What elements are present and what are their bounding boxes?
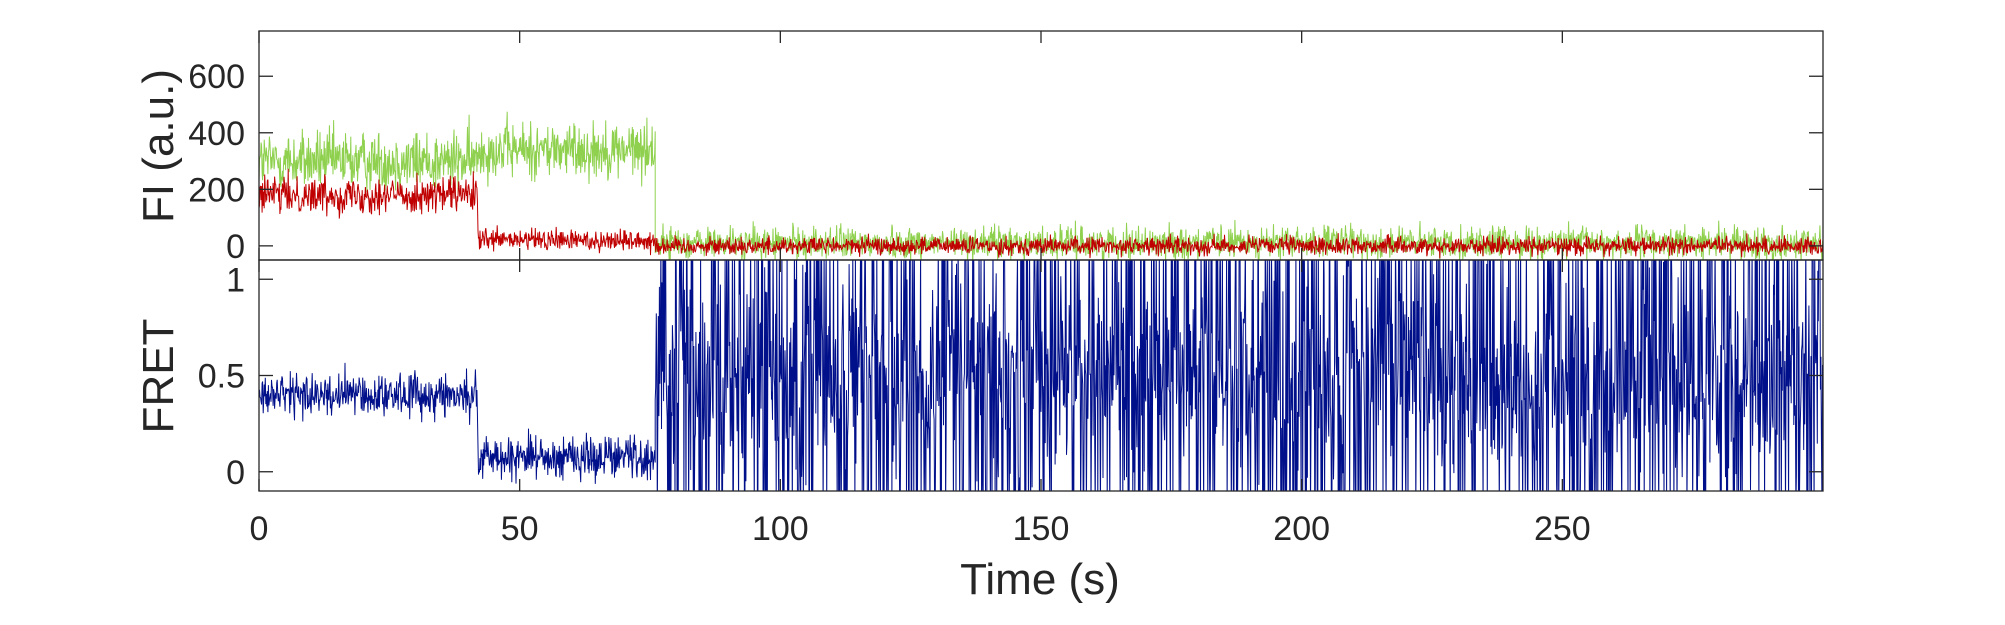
fluorescence-x-ticks — [258, 31, 1563, 260]
fluorescence-y-axis-title: FI (a.u.) — [134, 69, 183, 223]
fluorescence-y-ticks: 0 200 400 600 — [188, 58, 1823, 266]
x-tick-label: 250 — [1534, 510, 1591, 548]
y-tick-label: 1 — [226, 261, 245, 299]
y-tick-label: 200 — [188, 171, 245, 209]
acceptor-intensity-trace — [259, 168, 1823, 259]
fret-efficiency-trace — [259, 260, 1823, 491]
time-x-axis-title: Time (s) — [960, 555, 1120, 604]
y-tick-label: 0 — [226, 228, 245, 266]
x-tick-label: 0 — [250, 510, 269, 548]
fret-y-axis-title: FRET — [134, 319, 183, 434]
y-tick-label: 400 — [188, 115, 245, 153]
fluorescence-panel: 0 200 400 600 FI (a.u.) — [134, 30, 1824, 266]
x-tick-label: 100 — [752, 510, 809, 548]
x-tick-label: 50 — [501, 510, 539, 548]
fret-x-ticks: 0 50 100 150 200 250 — [250, 260, 1591, 548]
y-tick-label: 0.5 — [198, 358, 245, 396]
x-tick-label: 150 — [1013, 510, 1070, 548]
fret-panel: 00.51 0 50 100 150 200 250 FRET Time (s) — [134, 259, 1824, 604]
y-tick-label: 0 — [226, 454, 245, 492]
fret-y-ticks: 00.51 — [198, 261, 1823, 492]
x-tick-label: 200 — [1273, 510, 1330, 548]
y-tick-label: 600 — [188, 58, 245, 96]
